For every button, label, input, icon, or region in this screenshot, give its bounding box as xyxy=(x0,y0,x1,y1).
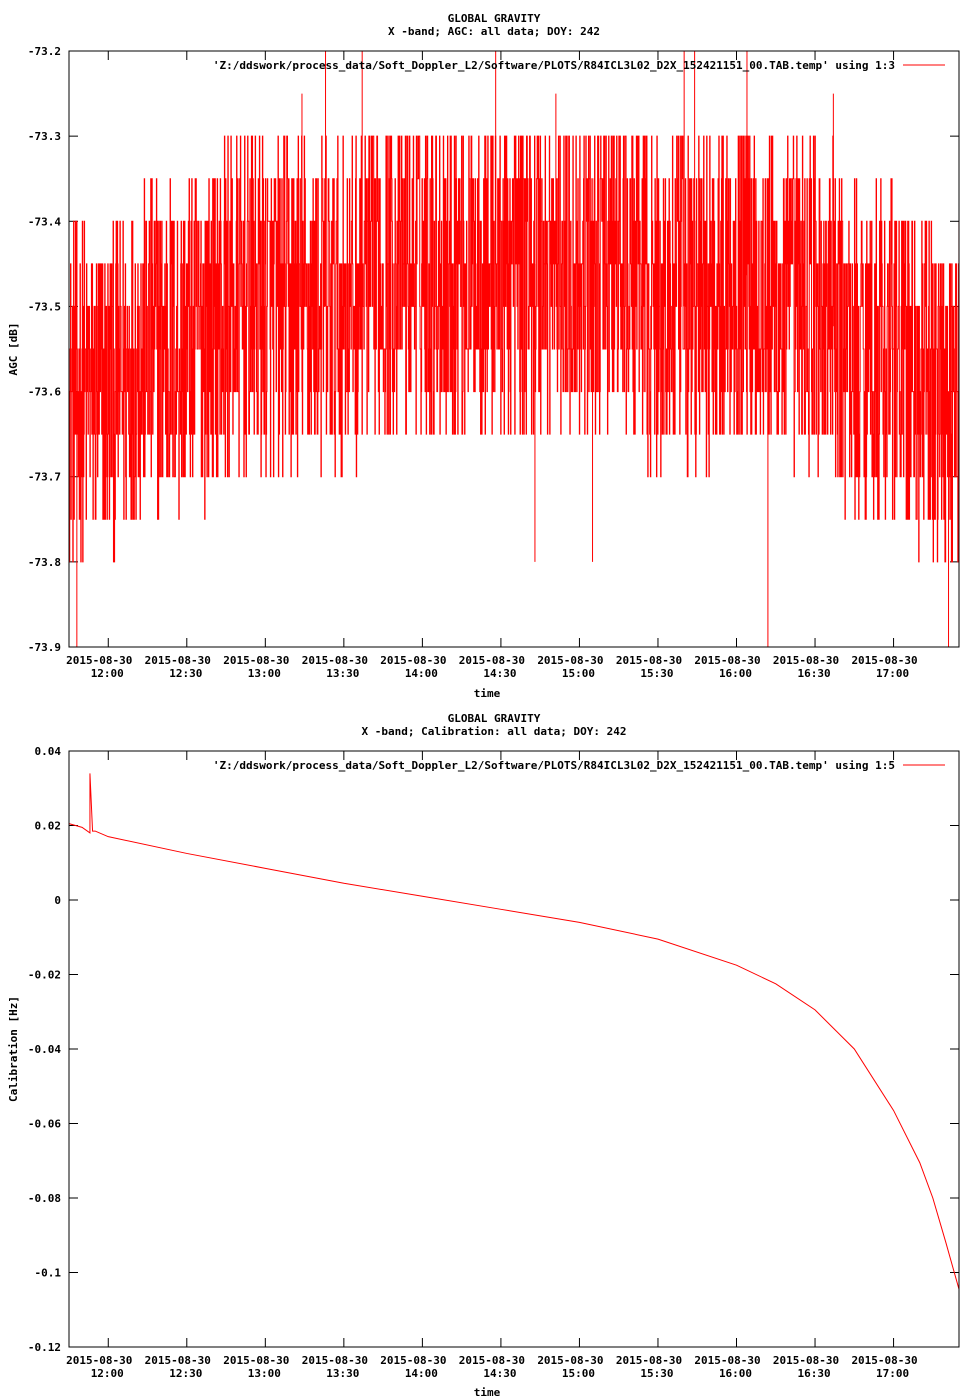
x-tick-time-label: 17:00 xyxy=(876,667,909,680)
x-tick-date-label: 2015-08-30 xyxy=(694,1354,760,1367)
x-tick-date-label: 2015-08-30 xyxy=(66,654,132,667)
y-tick-label: -73.9 xyxy=(28,641,61,654)
x-tick-date-label: 2015-08-30 xyxy=(851,654,917,667)
x-tick-date-label: 2015-08-30 xyxy=(302,1354,368,1367)
y-tick-label: -73.5 xyxy=(28,300,61,313)
y-tick-label: -0.12 xyxy=(28,1341,61,1354)
x-tick-date-label: 2015-08-30 xyxy=(459,1354,525,1367)
x-tick-time-label: 12:00 xyxy=(91,667,124,680)
series-line-1 xyxy=(68,773,960,1290)
x-axis-label: time xyxy=(474,1386,501,1399)
y-axis-label: Calibration [Hz] xyxy=(7,996,20,1102)
x-tick-date-label: 2015-08-30 xyxy=(616,654,682,667)
x-tick-date-label: 2015-08-30 xyxy=(380,654,446,667)
x-tick-time-label: 16:00 xyxy=(719,1367,752,1380)
legend-label: 'Z:/ddswork/process_data/Soft_Doppler_L2… xyxy=(213,759,895,772)
y-tick-label: -73.7 xyxy=(28,471,61,484)
x-tick-date-label: 2015-08-30 xyxy=(145,1354,211,1367)
x-tick-date-label: 2015-08-30 xyxy=(616,1354,682,1367)
x-tick-time-label: 15:30 xyxy=(640,667,673,680)
x-tick-time-label: 16:30 xyxy=(797,1367,830,1380)
x-tick-time-label: 14:30 xyxy=(483,667,516,680)
chart-title: GLOBAL GRAVITY xyxy=(448,712,541,725)
x-tick-time-label: 17:00 xyxy=(876,1367,909,1380)
y-tick-label: -0.08 xyxy=(28,1192,61,1205)
x-tick-time-label: 13:30 xyxy=(326,667,359,680)
x-tick-time-label: 15:00 xyxy=(562,667,595,680)
chart-subtitle: X -band; AGC: all data; DOY: 242 xyxy=(388,25,600,38)
series-line-1 xyxy=(69,135,960,563)
x-tick-date-label: 2015-08-30 xyxy=(380,1354,446,1367)
y-tick-label: -73.8 xyxy=(28,556,61,569)
x-tick-time-label: 14:00 xyxy=(405,667,438,680)
y-tick-label: 0 xyxy=(54,894,61,907)
x-tick-date-label: 2015-08-30 xyxy=(773,654,839,667)
y-tick-label: -0.06 xyxy=(28,1118,61,1131)
y-tick-label: -0.04 xyxy=(28,1043,61,1056)
x-tick-time-label: 16:00 xyxy=(719,667,752,680)
y-tick-label: -73.2 xyxy=(28,45,61,58)
chart-title: GLOBAL GRAVITY xyxy=(448,12,541,25)
x-tick-date-label: 2015-08-30 xyxy=(537,1354,603,1367)
y-axis-label: AGC [dB] xyxy=(7,323,20,376)
x-tick-time-label: 14:00 xyxy=(405,1367,438,1380)
x-tick-time-label: 15:30 xyxy=(640,1367,673,1380)
plot-frame xyxy=(68,750,960,1348)
x-tick-time-label: 12:30 xyxy=(169,667,202,680)
x-tick-date-label: 2015-08-30 xyxy=(459,654,525,667)
x-tick-date-label: 2015-08-30 xyxy=(223,654,289,667)
x-tick-date-label: 2015-08-30 xyxy=(537,654,603,667)
x-tick-date-label: 2015-08-30 xyxy=(851,1354,917,1367)
x-tick-time-label: 15:00 xyxy=(562,1367,595,1380)
x-tick-date-label: 2015-08-30 xyxy=(694,654,760,667)
x-tick-date-label: 2015-08-30 xyxy=(66,1354,132,1367)
y-tick-label: -73.4 xyxy=(28,215,61,228)
x-tick-date-label: 2015-08-30 xyxy=(302,654,368,667)
x-tick-time-label: 14:30 xyxy=(483,1367,516,1380)
x-axis-label: time xyxy=(474,687,501,700)
y-tick-label: -0.02 xyxy=(28,969,61,982)
x-tick-date-label: 2015-08-30 xyxy=(145,654,211,667)
x-tick-date-label: 2015-08-30 xyxy=(223,1354,289,1367)
plot-frame xyxy=(68,50,960,648)
chart-subtitle: X -band; Calibration: all data; DOY: 242 xyxy=(362,725,627,738)
y-tick-label: -73.6 xyxy=(28,386,61,399)
x-tick-time-label: 12:30 xyxy=(169,1367,202,1380)
y-tick-label: 0.02 xyxy=(35,820,62,833)
x-tick-date-label: 2015-08-30 xyxy=(773,1354,839,1367)
x-tick-time-label: 12:00 xyxy=(91,1367,124,1380)
x-tick-time-label: 13:00 xyxy=(248,1367,281,1380)
x-tick-time-label: 16:30 xyxy=(797,667,830,680)
y-tick-label: -0.1 xyxy=(35,1267,62,1280)
y-tick-label: 0.04 xyxy=(35,745,62,758)
legend-label: 'Z:/ddswork/process_data/Soft_Doppler_L2… xyxy=(213,59,895,72)
x-tick-time-label: 13:30 xyxy=(326,1367,359,1380)
x-tick-time-label: 13:00 xyxy=(248,667,281,680)
y-tick-label: -73.3 xyxy=(28,130,61,143)
